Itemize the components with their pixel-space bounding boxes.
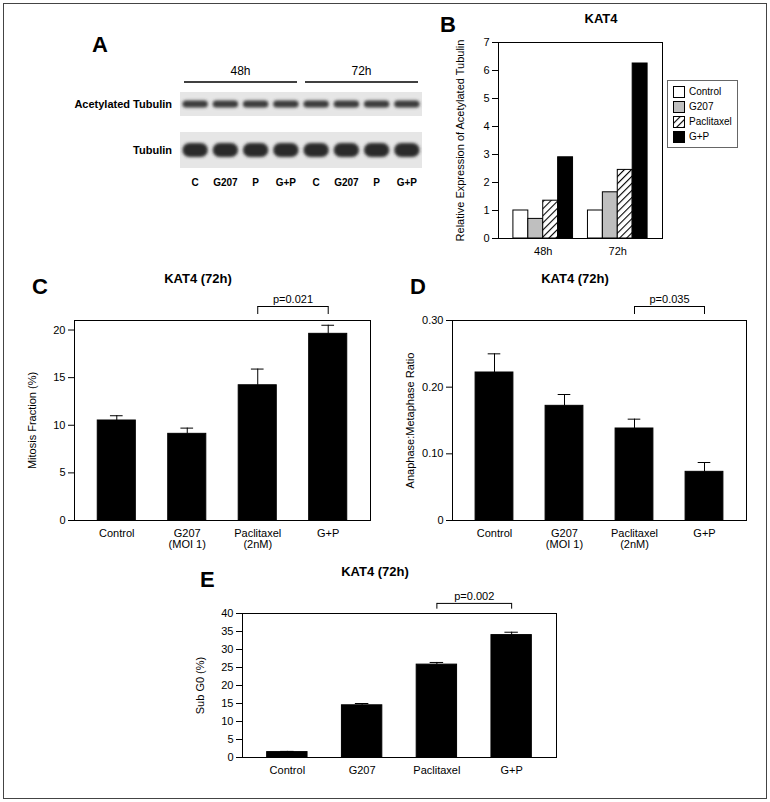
- svg-text:5: 5: [59, 466, 65, 478]
- svg-text:G207: G207: [213, 177, 238, 188]
- svg-text:P: P: [373, 177, 380, 188]
- svg-text:G+P: G+P: [276, 177, 297, 188]
- svg-text:72h: 72h: [609, 245, 627, 257]
- svg-text:15: 15: [221, 697, 233, 709]
- svg-text:0: 0: [227, 751, 233, 763]
- svg-text:Paclitaxel(2nM): Paclitaxel(2nM): [234, 527, 281, 550]
- svg-text:Paclitaxel: Paclitaxel: [413, 764, 460, 776]
- svg-text:35: 35: [221, 625, 233, 637]
- svg-text:Paclitaxel(2nM): Paclitaxel(2nM): [611, 527, 658, 550]
- svg-text:0: 0: [483, 232, 489, 244]
- svg-text:G207: G207: [349, 764, 376, 776]
- svg-text:7: 7: [483, 36, 489, 48]
- svg-text:20: 20: [53, 324, 65, 336]
- svg-text:Control: Control: [99, 527, 134, 539]
- svg-text:10: 10: [221, 715, 233, 727]
- html-text:E: E: [200, 567, 215, 592]
- html-text:G+P: G+P: [689, 131, 710, 142]
- html-text:C: C: [32, 274, 48, 299]
- svg-text:40: 40: [221, 607, 233, 619]
- svg-text:C: C: [313, 177, 320, 188]
- svg-text:P: P: [252, 177, 259, 188]
- svg-text:p=0.035: p=0.035: [649, 293, 689, 305]
- svg-text:G207(MOI 1): G207(MOI 1): [169, 527, 206, 550]
- svg-text:G207: G207: [334, 177, 359, 188]
- html-text:KAT4 (72h): KAT4 (72h): [164, 271, 232, 286]
- svg-text:0.30: 0.30: [422, 314, 443, 326]
- svg-text:G+P: G+P: [317, 527, 339, 539]
- svg-text:6: 6: [483, 64, 489, 76]
- svg-text:25: 25: [221, 661, 233, 673]
- html-text:G207: G207: [689, 101, 714, 112]
- svg-text:0.20: 0.20: [422, 381, 443, 393]
- svg-text:p=0.021: p=0.021: [273, 293, 313, 305]
- svg-text:Sub G0 (%): Sub G0 (%): [194, 657, 206, 714]
- svg-text:48h: 48h: [230, 64, 250, 78]
- svg-text:10: 10: [53, 419, 65, 431]
- svg-text:30: 30: [221, 643, 233, 655]
- html-text:D: D: [410, 274, 426, 299]
- svg-text:0: 0: [437, 514, 443, 526]
- html-text:KAT4 (72h): KAT4 (72h): [541, 271, 609, 286]
- svg-text:48h: 48h: [534, 245, 552, 257]
- svg-text:2: 2: [483, 176, 489, 188]
- svg-text:Control: Control: [477, 527, 512, 539]
- svg-text:Tubulin: Tubulin: [133, 144, 172, 156]
- html-text:KAT4 (72h): KAT4 (72h): [341, 564, 409, 579]
- svg-text:4: 4: [483, 120, 489, 132]
- svg-text:0.10: 0.10: [422, 447, 443, 459]
- svg-text:3: 3: [483, 148, 489, 160]
- svg-text:5: 5: [227, 733, 233, 745]
- svg-text:Relative Expression of Acetyla: Relative Expression of Acetylated Tubuli…: [454, 40, 466, 242]
- svg-text:G+P: G+P: [693, 527, 715, 539]
- html-text:A: A: [92, 32, 108, 57]
- svg-text:Anaphase:Metaphase Ratio: Anaphase:Metaphase Ratio: [404, 353, 416, 489]
- svg-text:0: 0: [59, 514, 65, 526]
- html-text:Paclitaxel: Paclitaxel: [689, 116, 732, 127]
- svg-text:1: 1: [483, 204, 489, 216]
- svg-text:5: 5: [483, 92, 489, 104]
- svg-text:Acetylated Tubulin: Acetylated Tubulin: [74, 98, 172, 110]
- html-text:KAT4: KAT4: [584, 11, 618, 26]
- svg-text:72h: 72h: [351, 64, 371, 78]
- html-text:Control: Control: [689, 86, 722, 97]
- svg-text:Mitosis Fraction (%): Mitosis Fraction (%): [26, 372, 38, 469]
- svg-text:Control: Control: [270, 764, 305, 776]
- svg-text:G+P: G+P: [500, 764, 522, 776]
- svg-text:C: C: [192, 177, 199, 188]
- svg-text:15: 15: [53, 371, 65, 383]
- html-text:B: B: [440, 12, 456, 37]
- svg-text:G207(MOI 1): G207(MOI 1): [546, 527, 583, 550]
- svg-text:20: 20: [221, 679, 233, 691]
- svg-text:G+P: G+P: [397, 177, 418, 188]
- svg-text:p=0.002: p=0.002: [454, 590, 494, 602]
